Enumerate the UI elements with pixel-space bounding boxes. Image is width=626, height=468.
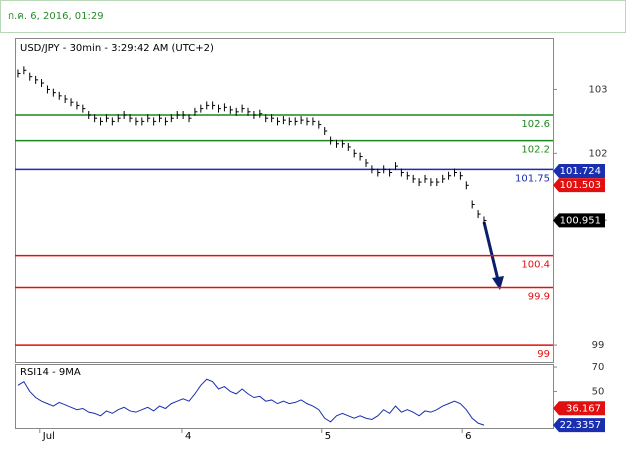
price-marker-label: 36.167 [566, 403, 601, 414]
level-label: 102.2 [521, 145, 550, 156]
y-tick-label: 102 [588, 148, 607, 159]
y-tick-label: 99 [592, 340, 605, 351]
price-marker-label: 22.3357 [560, 420, 601, 431]
price-marker [553, 213, 605, 228]
price-marker [553, 178, 605, 193]
level-label: 100.4 [521, 260, 550, 271]
y-tick-label: 50 [592, 386, 605, 397]
price-marker [553, 401, 605, 416]
arrow-head [492, 276, 504, 290]
rsi-title: RSI14 - 9MA [20, 367, 81, 378]
level-label: 99.9 [528, 292, 550, 303]
price-marker [553, 418, 605, 433]
x-tick-label: Jul [42, 431, 55, 442]
y-tick-label: 70 [592, 362, 605, 373]
level-label: 99 [537, 349, 550, 360]
y-tick-label: 103 [588, 84, 607, 95]
price-panel [15, 38, 554, 363]
arrow-shaft [482, 221, 500, 281]
level-label: 101.75 [515, 173, 550, 184]
x-tick-label: 5 [325, 431, 331, 442]
price-title: USD/JPY - 30min - 3:29:42 AM (UTC+2) [20, 43, 214, 54]
rsi-line [17, 378, 485, 426]
price-marker-label: 101.503 [560, 180, 601, 191]
rsi-panel [15, 364, 554, 429]
price-marker-label: 100.951 [560, 215, 601, 226]
x-tick-label: 4 [185, 431, 191, 442]
price-marker [553, 163, 605, 178]
price-marker-label: 101.724 [560, 166, 601, 177]
level-label: 102.6 [521, 119, 550, 130]
header-bar [0, 0, 626, 33]
header-date: ก.ค. 6, 2016, 01:29 [8, 11, 104, 22]
x-tick-label: 6 [465, 431, 471, 442]
